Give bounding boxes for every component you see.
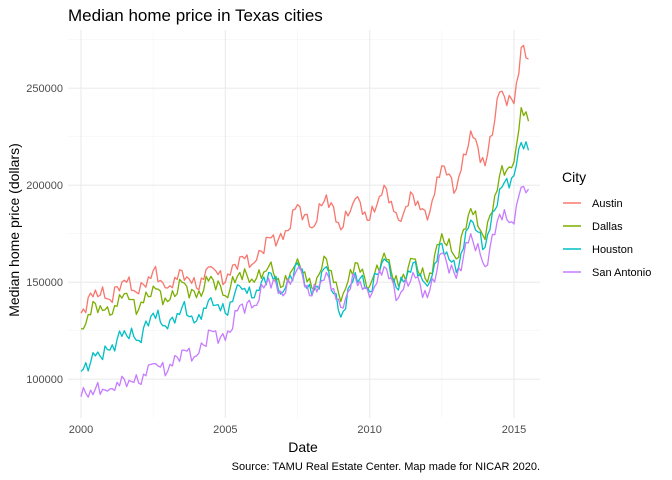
x-tick-label: 2015: [502, 424, 526, 436]
legend-label-san-antonio: San Antonio: [592, 267, 651, 279]
x-tick-label: 2010: [357, 424, 381, 436]
x-tick-label: 2005: [213, 424, 237, 436]
x-axis-ticks: 2000 2005 2010 2015: [69, 424, 527, 436]
x-axis-title: Date: [288, 439, 318, 455]
legend: City Austin Dallas Houston San Antonio: [562, 169, 651, 279]
legend-label-dallas: Dallas: [592, 221, 623, 233]
series-line-san-antonio: [80, 185, 530, 398]
chart-title: Median home price in Texas cities: [68, 6, 323, 25]
series-line-austin: [80, 44, 529, 314]
legend-label-austin: Austin: [592, 198, 623, 210]
chart-caption: Source: TAMU Real Estate Center. Map mad…: [232, 461, 540, 473]
y-tick-label: 200000: [26, 180, 63, 192]
x-tick-label: 2000: [69, 424, 93, 436]
legend-title: City: [562, 169, 586, 185]
series-lines: [80, 44, 530, 398]
y-tick-label: 150000: [26, 277, 63, 289]
y-tick-label: 250000: [26, 83, 63, 95]
legend-label-houston: Houston: [592, 244, 633, 256]
series-line-houston: [80, 141, 530, 372]
series-line-dallas: [80, 106, 530, 330]
y-axis-ticks: 100000 150000 200000 250000: [26, 83, 63, 386]
y-tick-label: 100000: [26, 374, 63, 386]
y-axis-title: Median home price (dollars): [6, 143, 22, 317]
